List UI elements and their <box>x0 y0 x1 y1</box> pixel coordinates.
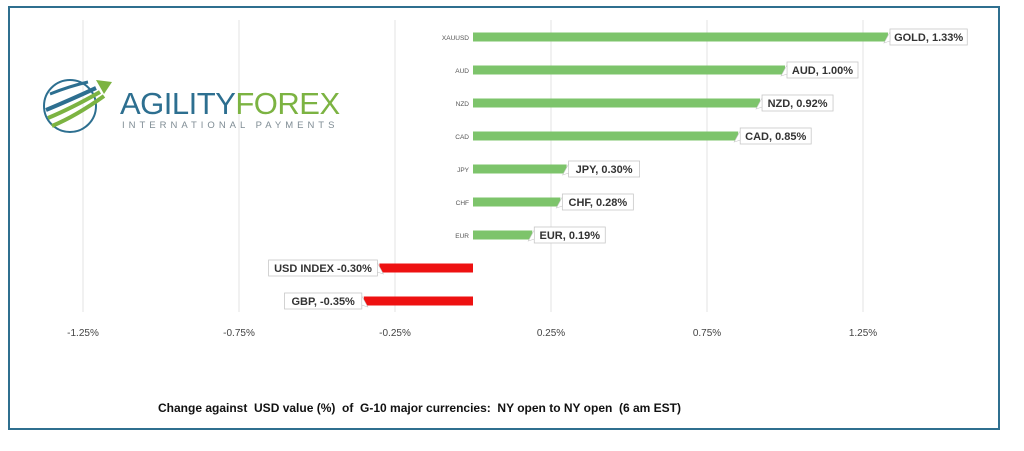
category-label: CAD <box>455 134 469 141</box>
category-label: AUD <box>455 68 469 75</box>
x-tick-label: 0.75% <box>693 328 721 339</box>
data-label-pointer <box>361 295 369 308</box>
category-label: XAUUSD <box>442 35 469 42</box>
data-label: USD INDEX -0.30% <box>274 263 372 275</box>
data-label: GOLD, 1.33% <box>894 32 963 44</box>
data-label-pointer <box>733 130 741 143</box>
brand-tagline: INTERNATIONAL PAYMENTS <box>122 120 339 131</box>
bar <box>473 65 785 75</box>
data-label: JPY, 0.30% <box>576 164 633 176</box>
data-label: CAD, 0.85% <box>745 131 806 143</box>
data-label: GBP, -0.35% <box>291 296 355 308</box>
data-label: AUD, 1.00% <box>792 65 853 77</box>
chart-frame: -1.25% -0.75% -0.25% 0.25% 0.75% 1.25% XAUUSD G… <box>8 6 1000 430</box>
bar <box>379 263 473 273</box>
x-tick-label: -0.75% <box>223 328 255 339</box>
x-tick-label: -1.25% <box>67 328 99 339</box>
data-label-pointer <box>780 64 788 77</box>
data-label-pointer <box>883 31 891 44</box>
category-label: NZD <box>456 101 470 108</box>
bar <box>473 98 761 108</box>
bar <box>363 296 473 306</box>
brand-logo: AGILITYFOREX INTERNATIONAL PAYMENTS <box>38 70 340 140</box>
bar <box>473 164 567 174</box>
bar-chart: -1.25% -0.75% -0.25% 0.25% 0.75% 1.25% XAUUSD G… <box>67 20 968 339</box>
data-label-pointer <box>755 97 763 110</box>
bar <box>473 131 739 141</box>
data-label-pointer <box>377 262 385 275</box>
bar <box>473 230 533 240</box>
x-tick-label: -0.25% <box>379 328 411 339</box>
data-label: CHF, 0.28% <box>569 197 628 209</box>
data-label-pointer <box>527 229 535 242</box>
data-label-pointer <box>555 196 563 209</box>
x-tick-label: 1.25% <box>849 328 877 339</box>
chart-caption: Change against USD value (%) of G-10 maj… <box>158 401 682 415</box>
category-label: EUR <box>455 233 469 240</box>
bar <box>473 32 888 42</box>
category-label: JPY <box>457 167 470 174</box>
data-label-pointer <box>561 163 569 176</box>
brand-name: AGILITYFOREX <box>120 86 340 121</box>
data-label: EUR, 0.19% <box>540 230 601 242</box>
globe-arrow-icon <box>43 79 112 133</box>
category-label: CHF <box>456 200 469 207</box>
data-label: NZD, 0.92% <box>768 98 828 110</box>
bar <box>473 197 561 207</box>
x-tick-label: 0.25% <box>537 328 565 339</box>
